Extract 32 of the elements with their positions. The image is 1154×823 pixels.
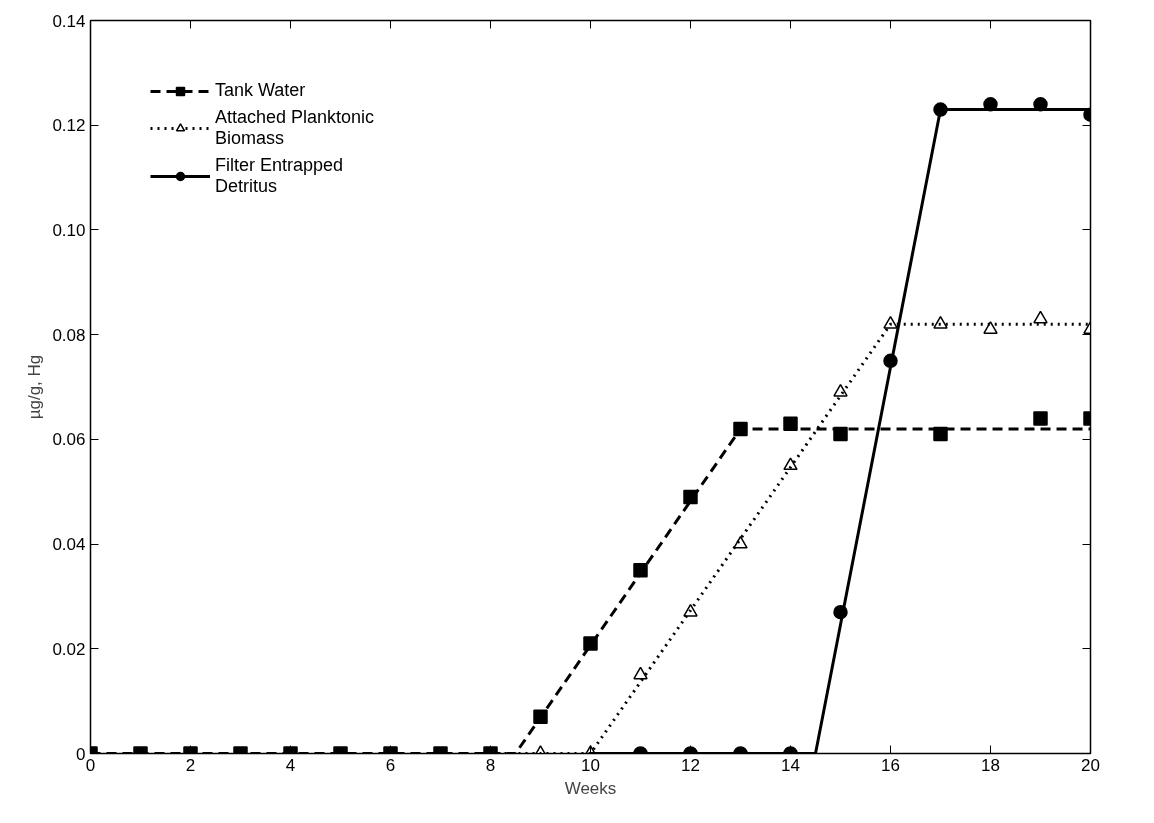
point [1033, 411, 1048, 426]
y-tick-label: 0.08 [52, 325, 86, 345]
x-tick-label: 20 [1081, 755, 1100, 775]
point [933, 315, 948, 329]
legend-label: Filter Entrapped Detritus [215, 155, 344, 197]
x-tick-label: 12 [681, 755, 700, 775]
point [783, 416, 798, 431]
point [883, 315, 898, 329]
x-tick-label: 14 [781, 755, 800, 775]
legend-label: Tank Water [215, 80, 306, 101]
y-tick-label: 0.02 [52, 639, 86, 659]
y-tick-label: 0.12 [52, 116, 86, 136]
point [733, 535, 748, 549]
point [1033, 310, 1048, 324]
y-tick-label: 0.14 [52, 11, 86, 31]
x-tick-label: 4 [285, 755, 296, 775]
point [683, 603, 698, 617]
x-tick-label: 10 [581, 755, 600, 775]
x-axis-title: Weeks [564, 778, 617, 798]
point [833, 383, 848, 397]
y-tick-label: 0.10 [52, 220, 86, 240]
x-tick-label: 2 [185, 755, 196, 775]
point [983, 321, 998, 334]
y-tick-label: 0.06 [52, 430, 86, 450]
x-tick-label: 18 [981, 755, 1000, 775]
y-tick-label: 0.04 [52, 535, 86, 555]
legend-label: Attached Planktonic Biomass [215, 107, 375, 149]
x-tick-label: 16 [881, 755, 900, 775]
y-axis-title: µg/g, Hg [25, 354, 45, 420]
x-tick-label: 8 [485, 755, 496, 775]
x-tick-label: 6 [385, 755, 396, 775]
point [633, 666, 648, 680]
